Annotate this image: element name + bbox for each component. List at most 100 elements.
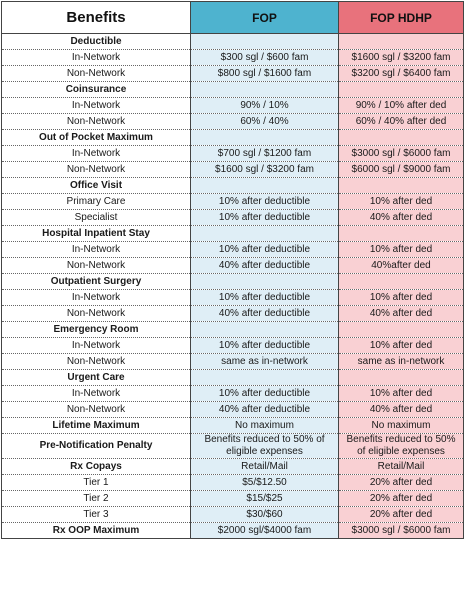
header-benefits: Benefits	[1, 1, 191, 34]
fop-value: $30/$60	[190, 506, 339, 523]
hdhp-value: Benefits reduced to 50% of eligible expe…	[338, 433, 464, 459]
hdhp-value: 20% after ded	[338, 490, 464, 507]
table-row: Non-Network 40% after deductible 40% aft…	[1, 401, 464, 418]
fop-value	[190, 273, 339, 290]
row-label: Rx OOP Maximum	[1, 522, 191, 539]
fop-value: 10% after deductible	[190, 209, 339, 226]
hdhp-value	[338, 369, 464, 386]
hdhp-value: 40% after ded	[338, 401, 464, 418]
table-row: Primary Care 10% after deductible 10% af…	[1, 193, 464, 210]
hdhp-value	[338, 273, 464, 290]
table-row: In-Network 10% after deductible 10% afte…	[1, 385, 464, 402]
hdhp-value: same as in-network	[338, 353, 464, 370]
fop-value: 10% after deductible	[190, 241, 339, 258]
table-row: Urgent Care	[1, 369, 464, 386]
row-label: Non-Network	[1, 113, 191, 130]
row-label: Emergency Room	[1, 321, 191, 338]
fop-value	[190, 321, 339, 338]
table-row: Pre-Notification Penalty Benefits reduce…	[1, 433, 464, 459]
table-row: Specialist 10% after deductible 40% afte…	[1, 209, 464, 226]
row-label: Deductible	[1, 33, 191, 50]
table-row: Coinsurance	[1, 81, 464, 98]
hdhp-value	[338, 321, 464, 338]
hdhp-value: No maximum	[338, 417, 464, 434]
row-label: Primary Care	[1, 193, 191, 210]
fop-value	[190, 177, 339, 194]
row-label: Non-Network	[1, 353, 191, 370]
fop-value: 90% / 10%	[190, 97, 339, 114]
table-row: Non-Network 40% after deductible 40%afte…	[1, 257, 464, 274]
hdhp-value: 90% / 10% after ded	[338, 97, 464, 114]
fop-value	[190, 81, 339, 98]
fop-value: 40% after deductible	[190, 257, 339, 274]
row-label: Tier 3	[1, 506, 191, 523]
fop-value	[190, 33, 339, 50]
table-row: In-Network 10% after deductible 10% afte…	[1, 337, 464, 354]
fop-value: $800 sgl / $1600 fam	[190, 65, 339, 82]
fop-value: 40% after deductible	[190, 401, 339, 418]
row-label: In-Network	[1, 49, 191, 66]
table-row: In-Network 10% after deductible 10% afte…	[1, 289, 464, 306]
hdhp-value: 10% after ded	[338, 337, 464, 354]
benefits-comparison-table: Benefits FOP FOP HDHP Deductible In-Netw…	[1, 1, 464, 539]
table-row: Lifetime Maximum No maximum No maximum	[1, 417, 464, 434]
hdhp-value	[338, 129, 464, 146]
row-label: Lifetime Maximum	[1, 417, 191, 434]
table-row: Tier 3 $30/$60 20% after ded	[1, 506, 464, 523]
table-row: Office Visit	[1, 177, 464, 194]
hdhp-value: 20% after ded	[338, 474, 464, 491]
header-fop-hdhp: FOP HDHP	[338, 1, 464, 34]
table-row: Non-Network $1600 sgl / $3200 fam $6000 …	[1, 161, 464, 178]
table-row: Non-Network same as in-network same as i…	[1, 353, 464, 370]
hdhp-value: 20% after ded	[338, 506, 464, 523]
hdhp-value: $3200 sgl / $6400 fam	[338, 65, 464, 82]
row-label: Office Visit	[1, 177, 191, 194]
row-label: In-Network	[1, 241, 191, 258]
row-label: Outpatient Surgery	[1, 273, 191, 290]
fop-value: $1600 sgl / $3200 fam	[190, 161, 339, 178]
hdhp-value: 40% after ded	[338, 305, 464, 322]
hdhp-value: $1600 sgl / $3200 fam	[338, 49, 464, 66]
row-label: Out of Pocket Maximum	[1, 129, 191, 146]
hdhp-value: 40% after ded	[338, 209, 464, 226]
table-row: Rx OOP Maximum $2000 sgl/$4000 fam $3000…	[1, 522, 464, 539]
row-label: Non-Network	[1, 401, 191, 418]
table-row: Rx Copays Retail/Mail Retail/Mail	[1, 458, 464, 475]
table-row: Non-Network 60% / 40% 60% / 40% after de…	[1, 113, 464, 130]
table-row: In-Network $300 sgl / $600 fam $1600 sgl…	[1, 49, 464, 66]
fop-value: 10% after deductible	[190, 289, 339, 306]
row-label: Rx Copays	[1, 458, 191, 475]
row-label: Urgent Care	[1, 369, 191, 386]
fop-value: $300 sgl / $600 fam	[190, 49, 339, 66]
hdhp-value: 40%after ded	[338, 257, 464, 274]
fop-value: 10% after deductible	[190, 385, 339, 402]
fop-value: $2000 sgl/$4000 fam	[190, 522, 339, 539]
row-label: Non-Network	[1, 257, 191, 274]
table-row: Outpatient Surgery	[1, 273, 464, 290]
hdhp-value: 60% / 40% after ded	[338, 113, 464, 130]
row-label: Non-Network	[1, 305, 191, 322]
hdhp-value: 10% after ded	[338, 289, 464, 306]
row-label: In-Network	[1, 289, 191, 306]
row-label: Tier 2	[1, 490, 191, 507]
table-row: Emergency Room	[1, 321, 464, 338]
fop-value: $5/$12.50	[190, 474, 339, 491]
table-row: Non-Network $800 sgl / $1600 fam $3200 s…	[1, 65, 464, 82]
hdhp-value: 10% after ded	[338, 241, 464, 258]
fop-value	[190, 369, 339, 386]
table-header-row: Benefits FOP FOP HDHP	[1, 1, 464, 34]
table-row: Deductible	[1, 33, 464, 50]
hdhp-value: $6000 sgl / $9000 fam	[338, 161, 464, 178]
table-row: In-Network 10% after deductible 10% afte…	[1, 241, 464, 258]
table-row: In-Network 90% / 10% 90% / 10% after ded	[1, 97, 464, 114]
row-label: Non-Network	[1, 65, 191, 82]
table-row: Hospital Inpatient Stay	[1, 225, 464, 242]
row-label: In-Network	[1, 337, 191, 354]
hdhp-value	[338, 177, 464, 194]
fop-value: 40% after deductible	[190, 305, 339, 322]
table-row: Tier 2 $15/$25 20% after ded	[1, 490, 464, 507]
fop-value: same as in-network	[190, 353, 339, 370]
row-label: In-Network	[1, 145, 191, 162]
hdhp-value	[338, 81, 464, 98]
table-row: Out of Pocket Maximum	[1, 129, 464, 146]
